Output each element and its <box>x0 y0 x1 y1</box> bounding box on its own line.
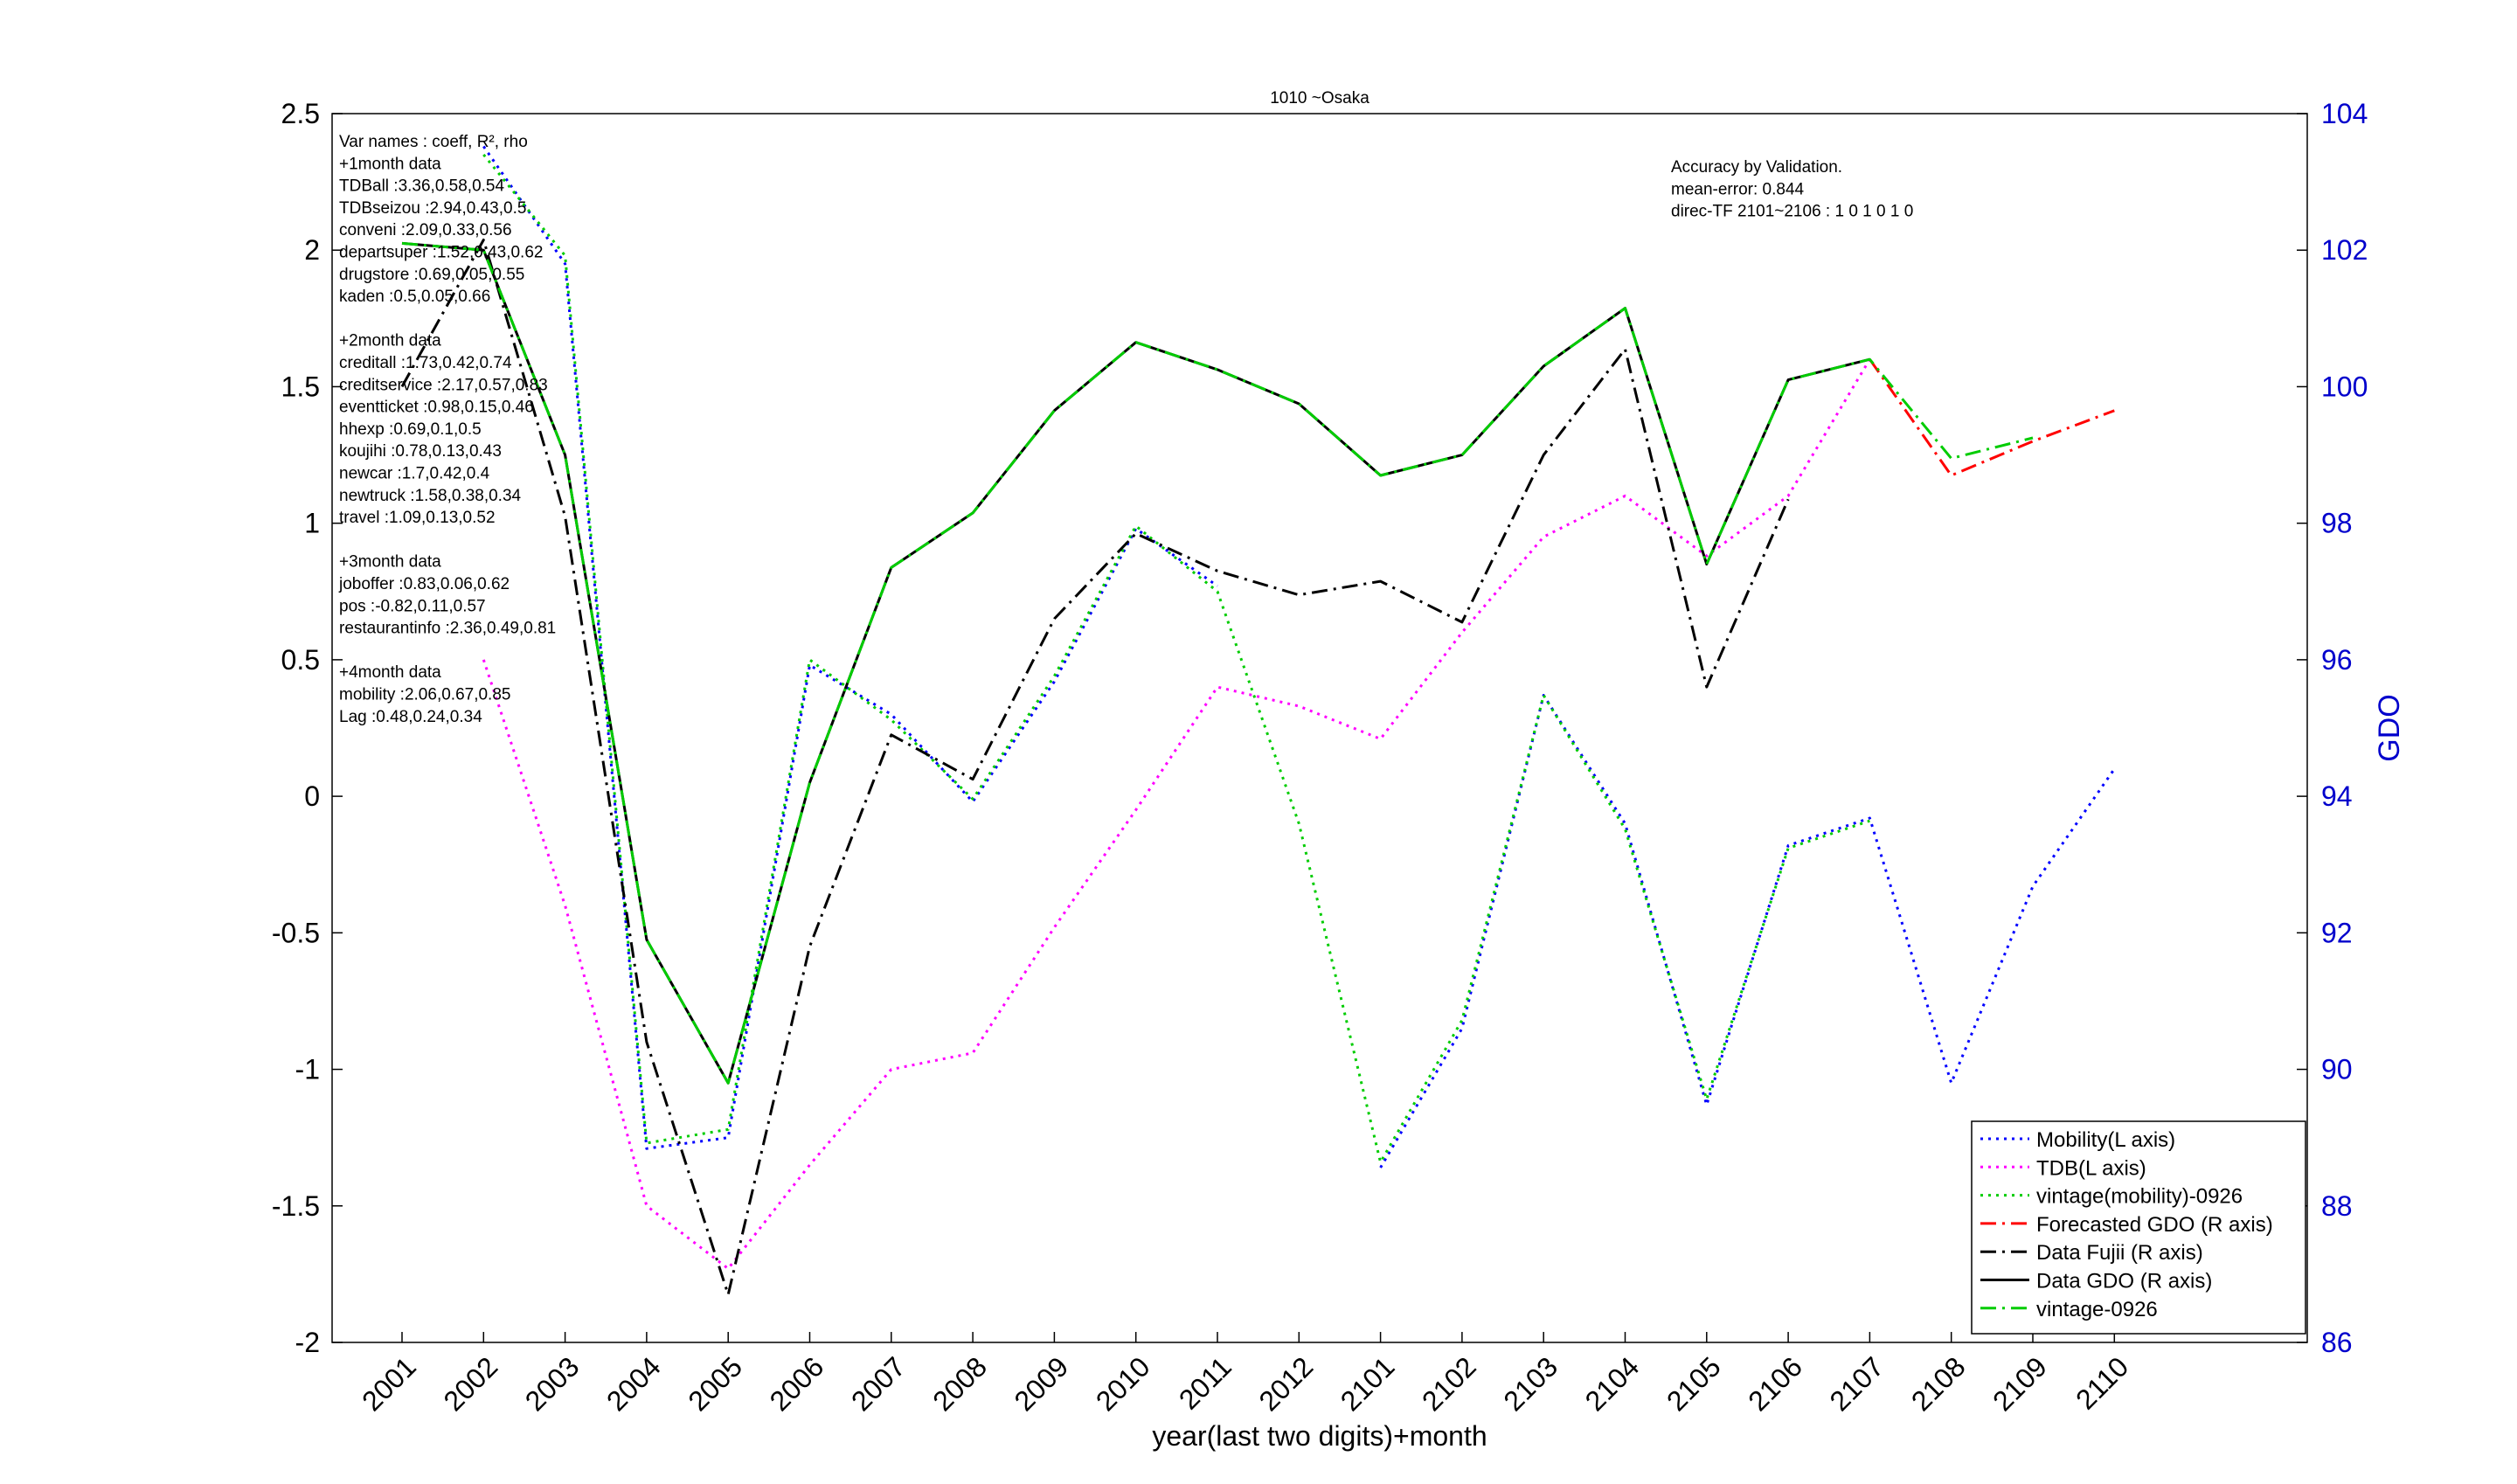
annotation-line: +4month data <box>339 663 441 682</box>
legend-label: Forecasted GDO (R axis) <box>2036 1213 2273 1237</box>
right-axis-label: GDO <box>2373 694 2406 761</box>
right-tick-label: 96 <box>2321 644 2353 676</box>
right-tick-label: 98 <box>2321 508 2353 539</box>
left-axis-ticks: -2 -1.5 -1 -0.5 0 0.5 1 1.5 2 2.5 <box>272 98 343 1358</box>
right-tick-label: 92 <box>2321 917 2353 948</box>
annotation-line: mobility :2.06,0.67,0.85 <box>339 686 510 704</box>
legend-label: Mobility(L axis) <box>2036 1128 2175 1152</box>
annotation-line: newcar :1.7,0.42,0.4 <box>339 465 490 483</box>
right-tick-label: 86 <box>2321 1327 2353 1358</box>
legend-label: vintage-0926 <box>2036 1298 2158 1321</box>
left-tick-label: 0 <box>304 780 320 812</box>
annotation-line: +2month data <box>339 332 441 350</box>
series-line-vintage-0926 <box>401 241 2034 1085</box>
annotation-line: TDBseizou :2.94,0.43,0.5 <box>339 199 526 218</box>
annotation-line: conveni :2.09,0.33,0.56 <box>339 221 512 239</box>
left-tick-label: -0.5 <box>272 917 320 948</box>
annotation-line: pos :-0.82,0.11,0.57 <box>339 597 486 615</box>
annotation-line: +1month data <box>339 155 441 173</box>
legend-label: TDB(L axis) <box>2036 1156 2146 1180</box>
legend: Mobility(L axis) TDB(L axis) vintage(mobil… <box>1971 1120 2306 1335</box>
right-tick-label: 88 <box>2321 1190 2353 1222</box>
legend-label: Data GDO (R axis) <box>2036 1270 2212 1293</box>
annotation-line: creditservice :2.17,0.57,0.83 <box>339 376 548 394</box>
legend-label: Data Fujii (R axis) <box>2036 1241 2203 1265</box>
annotation-line: koujihi :0.78,0.13,0.43 <box>339 442 502 461</box>
left-tick-label: -1 <box>295 1054 320 1085</box>
left-tick-label: 2 <box>304 234 320 266</box>
accuracy-annotation: Accuracy by Validation. mean-error: 0.844… <box>1671 158 1913 221</box>
annotation-line: drugstore :0.69,0.05,0.55 <box>339 266 524 284</box>
annotation-line: Accuracy by Validation. <box>1671 158 1842 177</box>
left-tick-label: 1.5 <box>281 371 320 402</box>
left-tick-label: -2 <box>295 1327 320 1358</box>
chart-title: 1010 ~Osaka <box>1270 89 1369 107</box>
series-layer <box>400 145 2116 1296</box>
right-axis-ticks: 86 88 90 92 94 96 98 100 102 104 <box>2297 98 2368 1358</box>
annotation-line: newtruck :1.58,0.38,0.34 <box>339 487 522 505</box>
series-line-data-fujii-r-axis <box>400 239 1790 1296</box>
left-tick-label: -1.5 <box>272 1190 320 1222</box>
right-tick-label: 90 <box>2321 1054 2353 1085</box>
annotation-line: direc-TF 2101~2106 : 1 0 1 0 1 0 <box>1671 203 1913 221</box>
annotation-line: joboffer :0.83,0.06,0.62 <box>338 575 510 593</box>
series-line-forecasted-gdo-r-axis <box>1869 358 2115 477</box>
annotation-line: kaden :0.5,0.05,0.66 <box>339 288 490 306</box>
annotation-line: creditall :1.73,0.42,0.74 <box>339 354 512 372</box>
annotation-line: hhexp :0.69,0.1,0.5 <box>339 420 482 439</box>
annotation-line: travel :1.09,0.13,0.52 <box>339 509 496 527</box>
coefficient-annotation: Var names : coeff, R², rho +1month data TD… <box>338 133 556 726</box>
right-tick-label: 102 <box>2321 234 2368 266</box>
left-tick-label: 2.5 <box>281 98 320 129</box>
right-tick-label: 94 <box>2321 780 2353 812</box>
left-tick-label: 1 <box>304 508 320 539</box>
annotation-line: Lag :0.48,0.24,0.34 <box>339 708 482 726</box>
left-tick-label: 0.5 <box>281 644 320 676</box>
legend-label: vintage(mobility)-0926 <box>2036 1185 2243 1209</box>
annotation-line: mean-error: 0.844 <box>1671 180 1805 198</box>
plot-frame <box>331 113 2308 1343</box>
legend-box <box>1971 1120 2306 1335</box>
annotation-line: +3month data <box>339 553 441 572</box>
annotation-line: eventticket :0.98,0.15,0.46 <box>339 399 534 417</box>
right-tick-label: 100 <box>2321 371 2368 402</box>
right-tick-label: 104 <box>2321 98 2368 129</box>
annotation-line: Var names : coeff, R², rho <box>339 133 528 151</box>
x-axis-label: year(last two digits)+month <box>1152 1420 1487 1452</box>
annotation-line: TDBall :3.36,0.58,0.54 <box>339 177 504 196</box>
annotation-line: departsuper :1.52,0.43,0.62 <box>339 244 543 262</box>
annotation-line: restaurantinfo :2.36,0.49,0.81 <box>339 620 556 638</box>
